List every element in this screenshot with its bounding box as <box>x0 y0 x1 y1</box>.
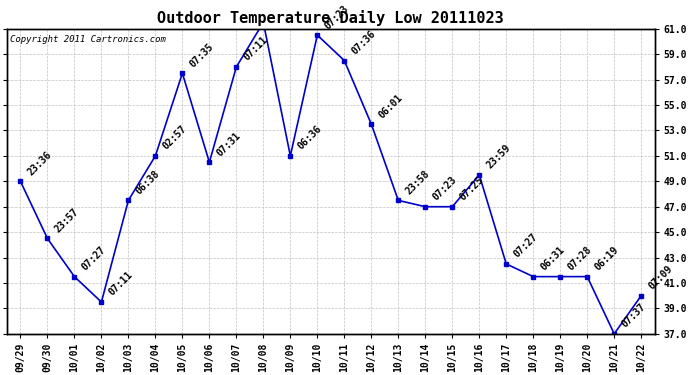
Text: 23:36: 23:36 <box>26 149 54 177</box>
Text: 07:36: 07:36 <box>350 28 377 56</box>
Text: 07:11: 07:11 <box>107 270 135 298</box>
Text: 23:58: 23:58 <box>404 168 432 196</box>
Text: 06:58: 06:58 <box>0 374 1 375</box>
Text: 06:19: 06:19 <box>593 244 620 273</box>
Text: 07:23: 07:23 <box>431 175 459 202</box>
Text: 02:57: 02:57 <box>161 124 189 152</box>
Text: 07:31: 07:31 <box>215 130 243 158</box>
Text: 06:36: 06:36 <box>296 124 324 152</box>
Text: 06:01: 06:01 <box>377 92 405 120</box>
Text: 07:23: 07:23 <box>323 3 351 31</box>
Text: 07:27: 07:27 <box>512 232 540 260</box>
Text: 07:25: 07:25 <box>458 175 486 202</box>
Text: 07:35: 07:35 <box>188 41 216 69</box>
Text: 07:37: 07:37 <box>620 302 648 330</box>
Text: 23:57: 23:57 <box>53 207 81 234</box>
Text: 07:28: 07:28 <box>566 244 593 273</box>
Text: 07:11: 07:11 <box>242 35 270 63</box>
Title: Outdoor Temperature Daily Low 20111023: Outdoor Temperature Daily Low 20111023 <box>157 10 504 26</box>
Text: Copyright 2011 Cartronics.com: Copyright 2011 Cartronics.com <box>10 35 166 44</box>
Text: 07:09: 07:09 <box>647 264 675 291</box>
Text: 23:59: 23:59 <box>485 143 513 171</box>
Text: 06:38: 06:38 <box>134 168 161 196</box>
Text: 06:31: 06:31 <box>539 244 566 273</box>
Text: 07:27: 07:27 <box>80 244 108 273</box>
